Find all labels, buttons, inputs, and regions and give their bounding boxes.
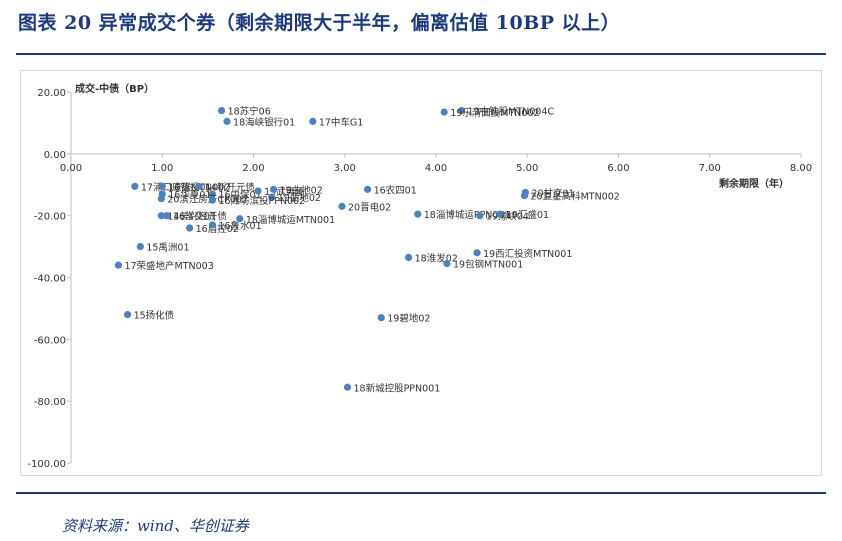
scatter-chart: 20.00 0.00 -20.00 -40.00 -60.00 -80.00 -100.00… [27,82,812,470]
point-label: 18苏宁06 [228,106,271,118]
point-label: 20滨江房产CP002 [167,194,248,206]
point-label: 16鲁水01 [218,220,261,232]
x-tick-label: 8.00 [790,163,812,174]
y-axis-title: 成交-中债（BP） [75,82,154,95]
point-label: 14长兴经开债 [167,211,227,223]
point-label: 20晋电02 [348,201,391,213]
point-label: 20甘交01 [531,187,574,199]
data-point [443,259,451,268]
point-label: 17荣盛地产MTN003 [124,260,213,272]
point-label: 17中车G1 [319,116,364,128]
source-note: 资料来源：wind、华创证券 [62,517,249,535]
data-point [158,182,166,190]
point-label: 19曲地02 [278,192,321,204]
point-label: 16农四01 [374,184,417,196]
data-point [473,249,481,257]
data-point [217,106,226,115]
point-label: 18海峡银行01 [233,116,295,128]
data-point [377,314,385,322]
point-label: 16眉控02 [196,223,239,235]
point-label: 19曲地02 [280,184,323,196]
x-tick-label: 4.00 [425,163,447,174]
point-label: 18淮发02 [415,252,458,264]
x-tick-label: 3.00 [334,163,356,174]
point-label: 19汇盛01 [506,209,549,221]
data-point [457,106,466,115]
point-label: 16常交01 [173,211,216,223]
data-point [254,187,262,195]
y-tick-label: 0.00 [44,150,66,161]
y-tick-label: -20.00 [34,212,66,223]
data-point [123,311,132,319]
title-rule [16,53,826,55]
x-tick-label: 7.00 [699,163,721,174]
data-point [405,253,413,262]
point-label: 16中保01 [218,189,261,201]
y-tick-label: 20.00 [37,88,66,99]
y-tick-label: -40.00 [34,274,66,285]
data-point [496,210,504,218]
x-tick-label: 0.00 [60,163,82,174]
data-point [338,202,346,210]
x-tick-label: 1.00 [151,163,173,174]
y-tick-label: -80.00 [34,397,66,408]
data-point [236,215,244,223]
data-point [440,108,448,116]
data-point [186,224,194,232]
y-tick-label: -60.00 [34,335,66,346]
x-axis-title: 剩余期限（年） [719,177,789,190]
figure-title: 图表 20 异常成交个券（剩余期限大于半年，偏离估值 10BP 以上） [18,12,621,34]
x-tick-label: 5.00 [516,163,538,174]
point-label: 18新城控股PPN001 [353,382,440,394]
data-point [208,221,217,229]
point-label: 14新开元债 [205,181,256,193]
point-label: 19乐清国投MTN002 [450,107,539,119]
data-point [195,182,203,190]
data-point [343,383,352,391]
data-point [131,182,139,190]
data-point [208,190,217,198]
point-label: 16潍坊滨投PPN002 [218,195,305,207]
x-tick-label: 6.00 [607,163,629,174]
data-point [363,185,372,193]
data-point [223,117,231,125]
point-label: 19中铁股MTN004C [468,106,555,118]
data-point [476,212,484,220]
data-point [136,242,144,251]
data-point [157,212,165,220]
point-label: 19包钢MTN001 [453,259,523,271]
point-label: 18淄博城运PPN001 [424,209,511,221]
chart-frame: 20.00 0.00 -20.00 -40.00 -60.00 -80.00 -100.00… [20,70,822,476]
x-tick-label: 2.00 [242,163,264,174]
data-point [114,261,123,269]
point-label: 19碧地02 [387,313,430,325]
data-point [208,196,217,204]
point-label: 15扬化债 [134,310,175,322]
data-point [163,212,171,220]
data-point [269,185,278,193]
footer-rule [16,492,826,494]
data-point [268,193,276,201]
point-label: 18淄博城运MTN001 [246,214,335,226]
point-label: 15禹洲01 [146,242,189,254]
data-point [520,191,529,200]
data-point [414,210,422,218]
data-point [158,190,166,198]
data-point [309,117,317,125]
point-label: 20复星高科MTN002 [531,191,620,203]
point-label: 19西汇投资MTN001 [483,248,572,260]
point-label: 16华夏01 [168,189,211,201]
y-tick-label: -100.00 [27,459,66,470]
